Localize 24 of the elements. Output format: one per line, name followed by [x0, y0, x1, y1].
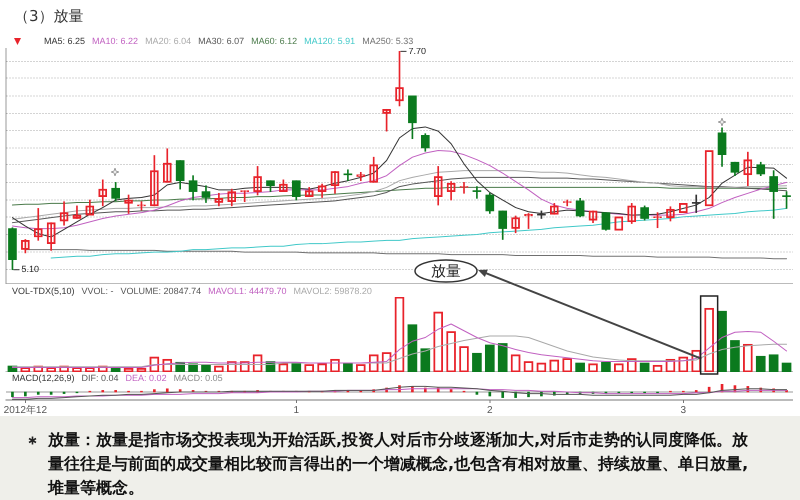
text: VOLUME: 20847.74: [120, 286, 202, 297]
x-tick-label: 1: [294, 404, 300, 416]
chart-title: （3）放量: [14, 6, 84, 26]
x-tick-label: 2012年12: [4, 404, 48, 416]
series-label: DEA: 0.02: [126, 373, 167, 384]
chart-title: MACD(12,26,9): [12, 373, 75, 384]
annotation: 放量: [430, 261, 462, 281]
x-tick-label: 2: [487, 404, 494, 416]
text: 放量：放量是指市场交投表现为开始活跃,投资人对后市分歧逐渐加大,对后市走势的认同度降低。放量往往是与前面的成交量相比较而言得出的一个增减概念,也包含有相对放量、持续放量、单日放量,堆量等概念。: [48, 429, 750, 499]
text: MA250: 5.33: [362, 36, 414, 47]
x-tick-label: 3: [680, 404, 687, 416]
text: MA20: 6.04: [145, 36, 192, 47]
text: MAVOL1: 44479.70: [208, 286, 286, 297]
series-label: DIF: 0.04: [82, 373, 119, 384]
series-label: MACD: 0.05: [174, 373, 223, 384]
text: VVOL: -: [82, 286, 114, 297]
text: MA120: 5.91: [304, 36, 356, 47]
chart-title: VOL-TDX(5,10): [12, 286, 75, 297]
text: MA60: 6.12: [251, 36, 298, 47]
text: MA10: 6.22: [92, 36, 138, 47]
text: MA5: 6.25: [44, 36, 86, 47]
text: MAVOL2: 59878.20: [294, 286, 372, 297]
text: MA30: 6.07: [198, 36, 244, 47]
annotation: 5.10: [21, 264, 39, 274]
